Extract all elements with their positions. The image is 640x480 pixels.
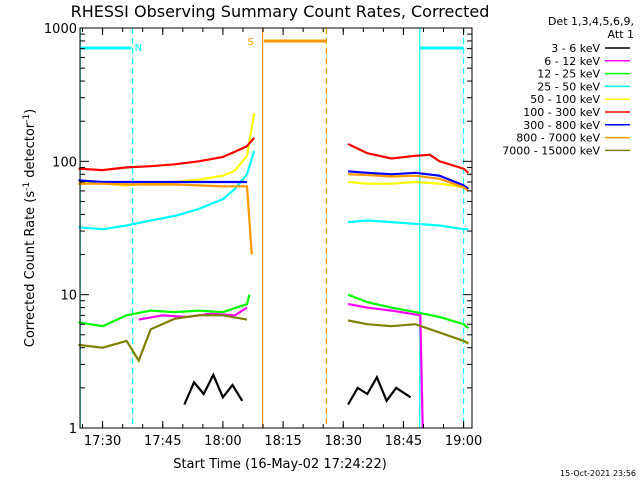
axes: 17:30 17:45 18:00 18:15 18:30 18:45 19:00 1 10 10… xyxy=(44,22,482,449)
series-line-2 xyxy=(78,294,251,328)
legend-label: 25 - 50 keV xyxy=(537,80,600,93)
series-line-0 xyxy=(347,374,412,406)
series-line-3 xyxy=(348,219,469,231)
series-line-0 xyxy=(183,372,244,405)
series-line-3 xyxy=(78,150,256,231)
x-tick-label: 18:00 xyxy=(204,434,241,449)
x-tick-label: 18:45 xyxy=(385,434,422,449)
plot-area: NS xyxy=(78,28,470,429)
series-line-4 xyxy=(78,112,256,187)
x-tick-label: 18:15 xyxy=(264,434,301,449)
x-axis-label: Start Time (16-May-02 17:24:22) xyxy=(173,457,387,472)
saa-label: S xyxy=(247,37,253,48)
series-line-5 xyxy=(78,137,256,172)
series-line-6 xyxy=(348,170,470,190)
legend-header-1: Det 1,3,4,5,6,9, xyxy=(548,15,634,28)
legend-label: 3 - 6 keV xyxy=(551,42,600,55)
x-tick-label: 17:45 xyxy=(144,434,181,449)
series-line-5 xyxy=(347,143,470,174)
x-tick-label: 17:30 xyxy=(84,434,121,449)
series-line-1 xyxy=(347,303,424,429)
y-tick-label: 1 xyxy=(69,422,77,437)
y-tick-label: 100 xyxy=(52,155,77,170)
eclipse-label: N xyxy=(135,43,142,54)
footer-timestamp: 15-Oct-2021 23:56 xyxy=(560,469,636,478)
x-tick-label: 18:30 xyxy=(325,434,362,449)
chart-title: RHESSI Observing Summary Count Rates, Co… xyxy=(71,2,490,21)
series-line-6 xyxy=(78,179,247,184)
legend-label: 6 - 12 keV xyxy=(544,55,600,68)
series-line-8 xyxy=(347,319,469,345)
legend-label: 800 - 7000 keV xyxy=(516,132,600,145)
series-line-7 xyxy=(348,173,470,192)
y-axis-label: Corrected Count Rate (s-1 detector-1) xyxy=(22,109,38,347)
series-line-7 xyxy=(78,182,253,255)
series-line-8 xyxy=(78,314,248,364)
legend-label: 7000 - 15000 keV xyxy=(502,144,600,157)
plot-frame xyxy=(79,27,473,429)
y-tick-label: 10 xyxy=(60,289,77,304)
legend-header-2: Att 1 xyxy=(608,28,634,41)
series-line-2 xyxy=(347,293,470,330)
legend-label: 12 - 25 keV xyxy=(537,68,600,81)
legend-label: 50 - 100 keV xyxy=(530,93,600,106)
x-tick-label: 19:00 xyxy=(445,434,482,449)
legend-label: 300 - 800 keV xyxy=(523,119,600,132)
legend-label: 100 - 300 keV xyxy=(523,106,600,119)
y-tick-label: 1000 xyxy=(44,22,77,37)
